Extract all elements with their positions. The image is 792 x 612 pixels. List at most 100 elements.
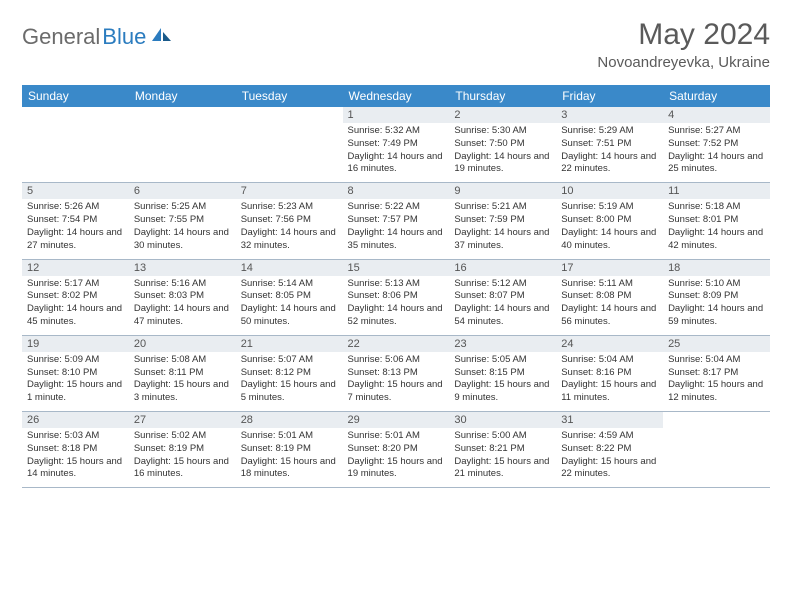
day-details: Sunrise: 5:21 AMSunset: 7:59 PMDaylight:… [449, 199, 556, 258]
calendar-day-cell: 1Sunrise: 5:32 AMSunset: 7:49 PMDaylight… [343, 107, 450, 183]
day-number: 27 [129, 412, 236, 428]
sunrise-line: Sunrise: 5:01 AM [348, 430, 445, 443]
day-number: 1 [343, 107, 450, 123]
sunrise-line: Sunrise: 5:29 AM [561, 125, 658, 138]
sunset-line: Sunset: 8:06 PM [348, 290, 445, 303]
logo: GeneralBlue [22, 24, 173, 50]
daylight-line: Daylight: 14 hours and 35 minutes. [348, 227, 445, 253]
calendar-day-cell: 23Sunrise: 5:05 AMSunset: 8:15 PMDayligh… [449, 335, 556, 411]
calendar-day-cell: 21Sunrise: 5:07 AMSunset: 8:12 PMDayligh… [236, 335, 343, 411]
day-details: Sunrise: 5:32 AMSunset: 7:49 PMDaylight:… [343, 123, 450, 182]
day-details: Sunrise: 5:26 AMSunset: 7:54 PMDaylight:… [22, 199, 129, 258]
day-number: 16 [449, 260, 556, 276]
daylight-line: Daylight: 15 hours and 14 minutes. [27, 456, 124, 482]
day-details: Sunrise: 5:11 AMSunset: 8:08 PMDaylight:… [556, 276, 663, 335]
calendar-week-row: 19Sunrise: 5:09 AMSunset: 8:10 PMDayligh… [22, 335, 770, 411]
sunset-line: Sunset: 8:02 PM [27, 290, 124, 303]
calendar-day-cell: 12Sunrise: 5:17 AMSunset: 8:02 PMDayligh… [22, 259, 129, 335]
sunrise-line: Sunrise: 5:06 AM [348, 354, 445, 367]
calendar-day-cell: 17Sunrise: 5:11 AMSunset: 8:08 PMDayligh… [556, 259, 663, 335]
daylight-line: Daylight: 14 hours and 54 minutes. [454, 303, 551, 329]
daylight-line: Daylight: 14 hours and 52 minutes. [348, 303, 445, 329]
daylight-line: Daylight: 14 hours and 47 minutes. [134, 303, 231, 329]
sunset-line: Sunset: 8:10 PM [27, 367, 124, 380]
daylight-line: Daylight: 15 hours and 19 minutes. [348, 456, 445, 482]
sunset-line: Sunset: 8:21 PM [454, 443, 551, 456]
sunset-line: Sunset: 8:22 PM [561, 443, 658, 456]
day-details: Sunrise: 5:08 AMSunset: 8:11 PMDaylight:… [129, 352, 236, 411]
daylight-line: Daylight: 15 hours and 21 minutes. [454, 456, 551, 482]
daylight-line: Daylight: 15 hours and 5 minutes. [241, 379, 338, 405]
sunrise-line: Sunrise: 5:05 AM [454, 354, 551, 367]
sunrise-line: Sunrise: 5:18 AM [668, 201, 765, 214]
sunrise-line: Sunrise: 5:08 AM [134, 354, 231, 367]
calendar-day-cell: .. [663, 412, 770, 488]
sunrise-line: Sunrise: 5:04 AM [668, 354, 765, 367]
daylight-line: Daylight: 14 hours and 59 minutes. [668, 303, 765, 329]
daylight-line: Daylight: 14 hours and 32 minutes. [241, 227, 338, 253]
calendar-day-cell: 3Sunrise: 5:29 AMSunset: 7:51 PMDaylight… [556, 107, 663, 183]
weekday-header: Friday [556, 85, 663, 107]
calendar-table: SundayMondayTuesdayWednesdayThursdayFrid… [22, 85, 770, 488]
calendar-day-cell: 15Sunrise: 5:13 AMSunset: 8:06 PMDayligh… [343, 259, 450, 335]
day-details: Sunrise: 5:13 AMSunset: 8:06 PMDaylight:… [343, 276, 450, 335]
sunset-line: Sunset: 8:18 PM [27, 443, 124, 456]
day-details: Sunrise: 5:04 AMSunset: 8:16 PMDaylight:… [556, 352, 663, 411]
sunset-line: Sunset: 8:05 PM [241, 290, 338, 303]
day-details: Sunrise: 5:09 AMSunset: 8:10 PMDaylight:… [22, 352, 129, 411]
calendar-day-cell: 29Sunrise: 5:01 AMSunset: 8:20 PMDayligh… [343, 412, 450, 488]
day-details: Sunrise: 5:04 AMSunset: 8:17 PMDaylight:… [663, 352, 770, 411]
sunset-line: Sunset: 8:19 PM [134, 443, 231, 456]
daylight-line: Daylight: 15 hours and 18 minutes. [241, 456, 338, 482]
sunset-line: Sunset: 8:16 PM [561, 367, 658, 380]
day-number: 11 [663, 183, 770, 199]
daylight-line: Daylight: 14 hours and 25 minutes. [668, 151, 765, 177]
logo-text-blue: Blue [102, 24, 146, 50]
calendar-day-cell: 31Sunrise: 4:59 AMSunset: 8:22 PMDayligh… [556, 412, 663, 488]
calendar-day-cell: .. [22, 107, 129, 183]
day-details: Sunrise: 5:29 AMSunset: 7:51 PMDaylight:… [556, 123, 663, 182]
day-details: Sunrise: 5:01 AMSunset: 8:20 PMDaylight:… [343, 428, 450, 487]
calendar-body: ......1Sunrise: 5:32 AMSunset: 7:49 PMDa… [22, 107, 770, 488]
daylight-line: Daylight: 14 hours and 45 minutes. [27, 303, 124, 329]
daylight-line: Daylight: 15 hours and 3 minutes. [134, 379, 231, 405]
day-number: 30 [449, 412, 556, 428]
weekday-header: Tuesday [236, 85, 343, 107]
day-details: Sunrise: 5:07 AMSunset: 8:12 PMDaylight:… [236, 352, 343, 411]
weekday-header: Saturday [663, 85, 770, 107]
sunrise-line: Sunrise: 5:09 AM [27, 354, 124, 367]
day-number: 20 [129, 336, 236, 352]
month-title: May 2024 [597, 18, 770, 52]
sunrise-line: Sunrise: 5:16 AM [134, 278, 231, 291]
calendar-day-cell: 13Sunrise: 5:16 AMSunset: 8:03 PMDayligh… [129, 259, 236, 335]
sunset-line: Sunset: 7:54 PM [27, 214, 124, 227]
daylight-line: Daylight: 14 hours and 42 minutes. [668, 227, 765, 253]
day-number: 21 [236, 336, 343, 352]
day-details: Sunrise: 5:19 AMSunset: 8:00 PMDaylight:… [556, 199, 663, 258]
calendar-day-cell: 10Sunrise: 5:19 AMSunset: 8:00 PMDayligh… [556, 183, 663, 259]
calendar-day-cell: 28Sunrise: 5:01 AMSunset: 8:19 PMDayligh… [236, 412, 343, 488]
sunset-line: Sunset: 7:52 PM [668, 138, 765, 151]
sunrise-line: Sunrise: 5:19 AM [561, 201, 658, 214]
day-number: 8 [343, 183, 450, 199]
calendar-day-cell: 22Sunrise: 5:06 AMSunset: 8:13 PMDayligh… [343, 335, 450, 411]
calendar-day-cell: 27Sunrise: 5:02 AMSunset: 8:19 PMDayligh… [129, 412, 236, 488]
sunrise-line: Sunrise: 5:30 AM [454, 125, 551, 138]
header: GeneralBlue May 2024 Novoandreyevka, Ukr… [22, 18, 770, 71]
sunset-line: Sunset: 8:17 PM [668, 367, 765, 380]
daylight-line: Daylight: 15 hours and 16 minutes. [134, 456, 231, 482]
day-number: 18 [663, 260, 770, 276]
sunrise-line: Sunrise: 5:00 AM [454, 430, 551, 443]
calendar-day-cell: 11Sunrise: 5:18 AMSunset: 8:01 PMDayligh… [663, 183, 770, 259]
sunrise-line: Sunrise: 5:07 AM [241, 354, 338, 367]
day-details: Sunrise: 5:27 AMSunset: 7:52 PMDaylight:… [663, 123, 770, 182]
title-block: May 2024 Novoandreyevka, Ukraine [597, 18, 770, 71]
calendar-week-row: ......1Sunrise: 5:32 AMSunset: 7:49 PMDa… [22, 107, 770, 183]
location-label: Novoandreyevka, Ukraine [597, 54, 770, 71]
sunset-line: Sunset: 8:15 PM [454, 367, 551, 380]
calendar-day-cell: 4Sunrise: 5:27 AMSunset: 7:52 PMDaylight… [663, 107, 770, 183]
calendar-day-cell: 19Sunrise: 5:09 AMSunset: 8:10 PMDayligh… [22, 335, 129, 411]
day-number: 22 [343, 336, 450, 352]
calendar-day-cell: 14Sunrise: 5:14 AMSunset: 8:05 PMDayligh… [236, 259, 343, 335]
daylight-line: Daylight: 15 hours and 12 minutes. [668, 379, 765, 405]
